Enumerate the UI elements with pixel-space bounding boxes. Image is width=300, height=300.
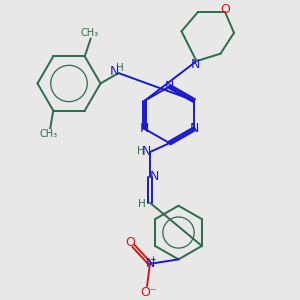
Text: H: H bbox=[137, 146, 145, 156]
Text: O: O bbox=[220, 3, 230, 16]
Text: N: N bbox=[190, 122, 199, 135]
Text: CH₃: CH₃ bbox=[40, 129, 58, 139]
Text: O: O bbox=[126, 236, 135, 249]
Text: CH₃: CH₃ bbox=[80, 28, 98, 38]
Text: N: N bbox=[165, 80, 174, 93]
Text: N: N bbox=[140, 122, 149, 135]
Text: O⁻: O⁻ bbox=[140, 286, 157, 299]
Text: N: N bbox=[150, 170, 159, 183]
Text: +: + bbox=[150, 255, 156, 264]
Text: N: N bbox=[190, 58, 200, 71]
Text: N: N bbox=[110, 65, 120, 78]
Text: H: H bbox=[138, 199, 146, 209]
Text: N: N bbox=[142, 145, 151, 158]
Text: H: H bbox=[116, 63, 124, 73]
Text: N: N bbox=[145, 257, 155, 270]
